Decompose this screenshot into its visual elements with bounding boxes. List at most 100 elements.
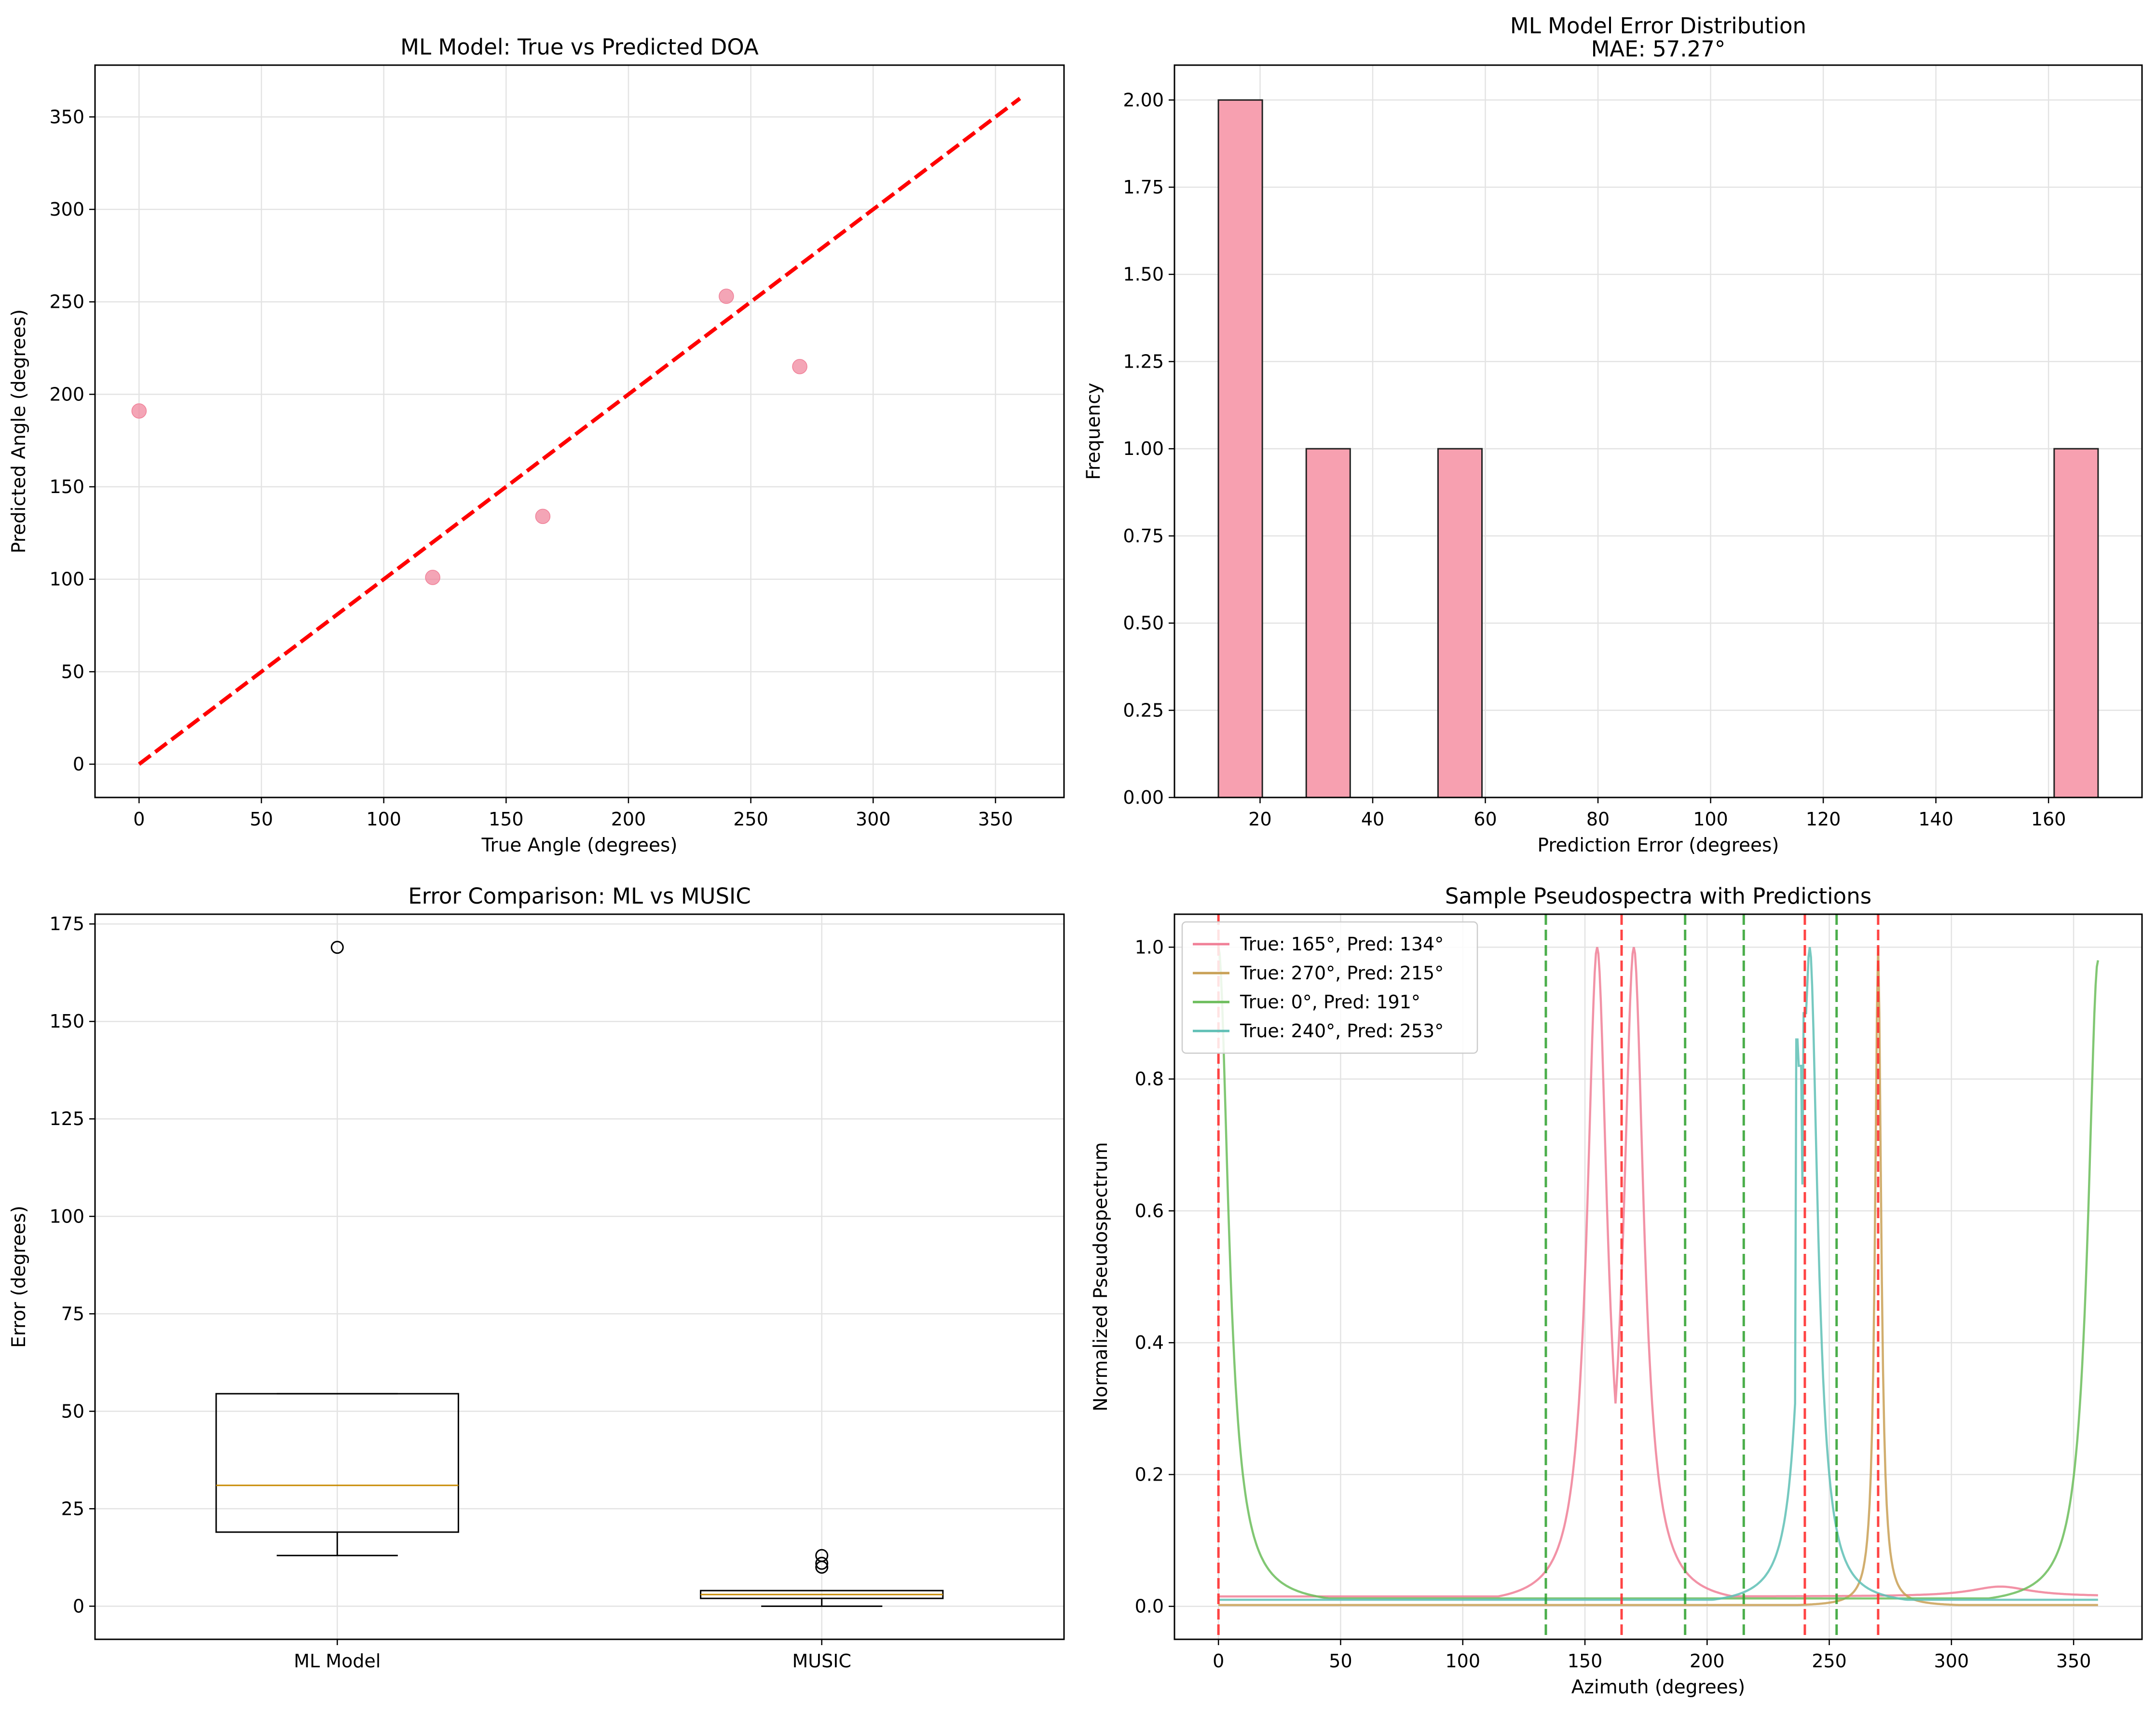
y-tick-label: 0.6 [1135, 1200, 1164, 1222]
scatter-panel: 0 50 100 150 200 250 300 350 0 50 100 150 200 250 300 3… [8, 34, 1065, 856]
histogram-bar [1217, 99, 1263, 798]
outlier-point [330, 941, 344, 954]
x-tick-label: 140 [1918, 809, 1953, 830]
y-tick-label: 1.50 [1123, 264, 1164, 285]
y-tick-label: 175 [49, 913, 84, 934]
y-tick-label: 0.2 [1135, 1464, 1164, 1485]
histogram-bar [1437, 448, 1483, 798]
x-axis-label: Azimuth (degrees) [1571, 1676, 1746, 1698]
outlier-point [815, 1556, 829, 1570]
pseudospectrum-line [1218, 947, 2098, 1607]
y-tick-label: 1.75 [1123, 177, 1164, 198]
y-tick-label: 250 [49, 291, 84, 313]
x-tick-label: 50 [1329, 1650, 1352, 1672]
scatter-point [792, 359, 807, 374]
box [215, 1393, 459, 1533]
x-axis-label: Prediction Error (degrees) [1537, 835, 1779, 856]
y-tick-label: 0.4 [1135, 1332, 1164, 1353]
y-axis-label: Predicted Angle (degrees) [8, 309, 30, 553]
y-axis-label: Frequency [1083, 383, 1105, 480]
pseudospectra-panel: 0 50 100 150 200 250 300 350 0.0 0.2 0.4 0.6 0.8 1.0 A… [1090, 883, 2143, 1698]
y-tick-label: 0.25 [1123, 700, 1164, 721]
x-tick-label: 200 [1690, 1650, 1725, 1672]
y-tick-label: 25 [61, 1498, 84, 1519]
y-tick-label: 100 [49, 569, 84, 590]
pseudospectrum-line [1218, 947, 2098, 1601]
x-tick-label: 120 [1806, 809, 1841, 830]
y-tick-label: 0 [73, 1595, 84, 1617]
pseudospectrum-line [1217, 947, 2100, 1600]
legend-label: True: 240°, Pred: 253° [1240, 1020, 1444, 1042]
legend-box [1181, 921, 1478, 1054]
axes-frame [1174, 913, 2143, 1640]
x-tick-label: 100 [366, 809, 401, 830]
x-tick-label: 350 [978, 809, 1013, 830]
x-tick-label: 250 [1812, 1650, 1847, 1672]
y-tick-label: 200 [49, 384, 84, 405]
x-tick-label: 150 [1568, 1650, 1603, 1672]
x-tick-label: 200 [611, 809, 646, 830]
y-axis-label: Error (degrees) [8, 1206, 30, 1348]
x-tick-label: 100 [1693, 809, 1728, 830]
x-tick-label: 0 [133, 809, 145, 830]
y-tick-label: 50 [61, 1401, 84, 1422]
x-tick-label: 100 [1445, 1650, 1480, 1672]
x-tick-label: ML Model [294, 1650, 381, 1672]
legend-label: True: 0°, Pred: 191° [1240, 991, 1420, 1013]
x-tick-label: 40 [1361, 809, 1384, 830]
histogram-panel: 20 40 60 80 100 120 140 160 0.00 0.25 0.50 0.75 1.00… [1083, 13, 2143, 856]
x-tick-label: 0 [1213, 1650, 1224, 1672]
y-tick-label: 0 [73, 754, 84, 775]
y-tick-label: 0.00 [1123, 787, 1164, 808]
y-tick-label: 2.00 [1123, 89, 1164, 110]
legend-label: True: 165°, Pred: 134° [1240, 934, 1444, 955]
reference-line [137, 96, 1022, 766]
y-tick-label: 1.0 [1135, 936, 1164, 958]
chart-title: Sample Pseudospectra with Predictions [1445, 883, 1871, 909]
y-tick-label: 1.25 [1123, 351, 1164, 372]
x-tick-label: 160 [2031, 809, 2066, 830]
x-axis-label: True Angle (degrees) [481, 835, 677, 856]
x-tick-label: 300 [856, 809, 891, 830]
x-tick-label: MUSIC [792, 1650, 851, 1672]
x-tick-label: 250 [733, 809, 768, 830]
boxplot-panel: ML Model MUSIC 0 25 50 75 100 125 150 175 Error (d… [8, 883, 1065, 1672]
y-tick-label: 1.00 [1123, 438, 1164, 459]
histogram-bar [1305, 448, 1351, 798]
x-tick-label: 20 [1248, 809, 1271, 830]
y-tick-label: 0.8 [1135, 1069, 1164, 1090]
scatter-point [719, 288, 734, 304]
y-tick-label: 100 [49, 1206, 84, 1227]
outlier-point [815, 1549, 829, 1562]
y-tick-label: 50 [61, 661, 84, 682]
x-tick-label: 350 [2056, 1650, 2091, 1672]
chart-title: Error Comparison: ML vs MUSIC [408, 883, 751, 909]
axes-frame [94, 64, 1065, 798]
x-tick-label: 50 [250, 809, 273, 830]
scatter-point [425, 570, 440, 585]
scatter-point [131, 403, 147, 419]
y-tick-label: 75 [61, 1303, 84, 1324]
x-tick-label: 150 [489, 809, 524, 830]
x-tick-label: 80 [1586, 809, 1610, 830]
y-tick-label: 0.0 [1135, 1596, 1164, 1617]
histogram-bar [2053, 448, 2099, 798]
pseudospectrum-line [1218, 947, 2098, 1598]
axes-frame [94, 913, 1065, 1640]
y-tick-label: 150 [49, 1011, 84, 1032]
axes-frame [1174, 64, 2143, 798]
y-tick-label: 350 [49, 106, 84, 127]
legend-label: True: 270°, Pred: 215° [1240, 962, 1444, 984]
y-tick-label: 300 [49, 199, 84, 220]
y-tick-label: 125 [49, 1108, 84, 1129]
chart-title: ML Model: True vs Predicted DOA [400, 34, 759, 60]
x-tick-label: 300 [1934, 1650, 1969, 1672]
y-tick-label: 0.75 [1123, 525, 1164, 547]
chart-title: ML Model Error Distribution [1510, 13, 1806, 39]
chart-subtitle: MAE: 57.27° [1591, 36, 1726, 62]
y-axis-label: Normalized Pseudospectrum [1090, 1142, 1112, 1412]
y-tick-label: 0.50 [1123, 613, 1164, 634]
x-tick-label: 60 [1474, 809, 1497, 830]
scatter-point [535, 508, 551, 524]
